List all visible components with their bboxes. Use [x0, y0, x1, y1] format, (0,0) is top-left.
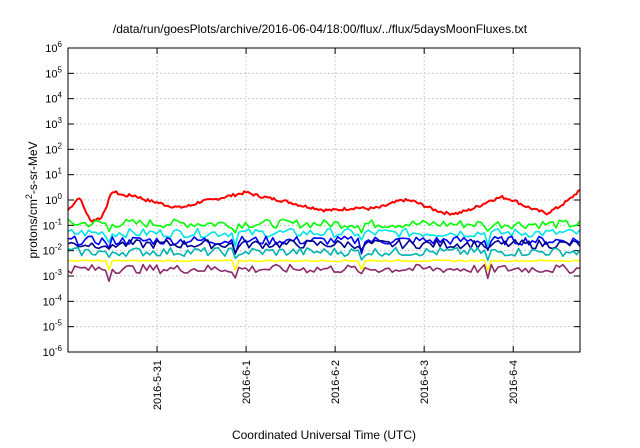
- y-tick-label-exp: -3: [55, 268, 63, 277]
- y-tick-label-base: 10: [43, 220, 55, 232]
- y-tick-label-base: 10: [45, 43, 57, 55]
- y-tick-label: 10-5: [43, 319, 63, 334]
- y-tick-label: 10-6: [43, 344, 63, 359]
- series-line: [67, 189, 581, 223]
- y-tick-label-exp: 4: [58, 91, 63, 100]
- y-tick-label-exp: -1: [55, 217, 63, 226]
- y-tick-label-base: 10: [43, 322, 55, 334]
- y-tick-label-base: 10: [43, 296, 55, 308]
- y-tick-label-exp: 3: [58, 116, 63, 125]
- y-tick-label: 104: [45, 91, 62, 106]
- y-tick-label-base: 10: [45, 144, 57, 156]
- series-line: [67, 235, 581, 255]
- y-tick-label: 105: [45, 65, 62, 80]
- y-tick-label-base: 10: [45, 170, 57, 182]
- y-tick-label: 10-1: [43, 217, 63, 232]
- y-tick-label-exp: 0: [58, 192, 63, 201]
- y-tick-label-exp: 6: [58, 40, 63, 49]
- series-line: [67, 218, 581, 234]
- y-tick-label-base: 10: [43, 246, 55, 258]
- y-tick-label: 10-2: [43, 243, 63, 258]
- y-tick-label-exp: -2: [55, 243, 63, 252]
- y-tick-label-base: 10: [43, 347, 55, 359]
- y-tick-label-base: 10: [45, 195, 57, 207]
- x-tick-label: 2016-6-4: [508, 360, 520, 404]
- chart-title: /data/run/goesPlots/archive/2016-06-04/1…: [112, 22, 528, 36]
- x-tick-label: 2016-5-31: [152, 360, 164, 410]
- y-tick-label-base: 10: [43, 271, 55, 283]
- series-line: [67, 263, 581, 283]
- y-tick-label-base: 10: [45, 119, 57, 131]
- y-tick-label: 106: [45, 40, 62, 55]
- y-tick-label: 10-4: [43, 293, 63, 308]
- x-tick-label: 2016-6-2: [330, 360, 342, 404]
- series-line: [67, 259, 581, 272]
- y-tick-label-exp: -5: [55, 319, 63, 328]
- y-tick-label: 10-3: [43, 268, 63, 283]
- x-axis-label: Coordinated Universal Time (UTC): [231, 428, 417, 442]
- y-tick-label-exp: -4: [55, 293, 63, 302]
- y-tick-label-exp: 1: [58, 167, 63, 176]
- y-tick-label-exp: 2: [58, 141, 63, 150]
- y-tick-label: 103: [45, 116, 62, 131]
- x-tick-label: 2016-6-3: [419, 360, 431, 404]
- y-tick-label-base: 10: [45, 94, 57, 106]
- x-tick-label: 2016-6-1: [241, 360, 253, 404]
- y-tick-label: 100: [45, 192, 62, 207]
- series-line: [67, 239, 581, 254]
- series-line: [67, 227, 581, 247]
- y-tick-label-exp: 5: [58, 65, 63, 74]
- y-tick-label: 102: [45, 141, 62, 156]
- y-tick-label-base: 10: [45, 68, 57, 80]
- series-line: [67, 246, 581, 262]
- plot-frame: [67, 47, 581, 353]
- y-tick-label: 101: [45, 167, 62, 182]
- y-tick-label-exp: -6: [55, 344, 63, 353]
